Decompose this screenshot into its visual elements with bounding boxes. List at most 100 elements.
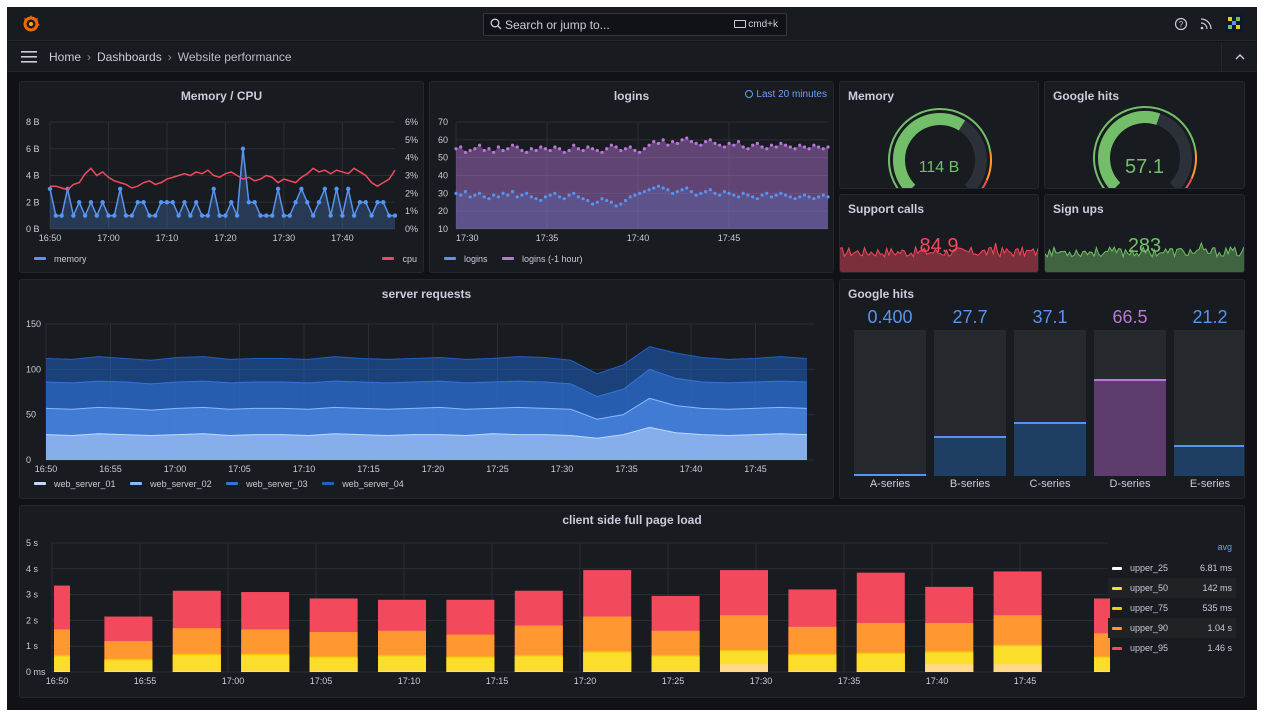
logins-point — [492, 193, 496, 197]
y-tick-label: 2 s — [26, 615, 39, 625]
logins-prev-point — [802, 145, 807, 149]
page-load-panel[interactable]: client side full page load 5 s 4 s 3 s 2 s 1… — [19, 505, 1245, 698]
bar-track[interactable] — [1014, 330, 1086, 476]
bar-track[interactable] — [854, 330, 926, 476]
help-icon[interactable]: ? — [1174, 17, 1188, 31]
google-hits-gauge-panel[interactable]: Google hits 57.1 — [1044, 81, 1245, 189]
legend-avg-value: 1.46 s — [1207, 643, 1232, 653]
memory-point — [240, 146, 246, 151]
logins-point — [539, 198, 543, 203]
x-tick-label: 17:35 — [615, 464, 638, 474]
logins-point — [807, 195, 811, 199]
logins-prev-point — [501, 148, 505, 153]
memory-point — [234, 213, 240, 218]
logins-prev-point — [567, 148, 571, 153]
logins-prev-point — [619, 148, 623, 153]
logins-prev-point — [755, 141, 759, 145]
panel-title: Google hits — [848, 287, 914, 301]
y-tick-label: 2 B — [26, 197, 40, 207]
logins-prev-point — [614, 145, 618, 149]
menu-icon[interactable] — [21, 51, 37, 63]
x-tick-label: 16:55 — [99, 464, 122, 474]
google-hits-bars-panel[interactable]: Google hits 0.400 A-series 27.7 B-series 37.… — [839, 279, 1245, 499]
memory-point — [71, 213, 76, 218]
logins-point — [628, 195, 632, 199]
gauge-threshold-red — [1184, 177, 1193, 188]
keyboard-icon — [734, 20, 747, 28]
bar-segment-upper_50 — [54, 656, 70, 672]
bar-track[interactable] — [1094, 330, 1166, 476]
x-tick-label: 17:40 — [331, 233, 354, 243]
logins-prev-point — [751, 143, 755, 147]
legend-swatch — [502, 257, 515, 260]
memory-point — [53, 213, 59, 218]
logins-point — [614, 204, 618, 208]
legend-row-upper_25[interactable]: upper_25 6.81 ms — [1108, 558, 1236, 578]
legend-cpu[interactable]: cpu — [382, 254, 417, 264]
bar-track[interactable] — [934, 330, 1006, 476]
legend-memory[interactable]: memory — [34, 254, 87, 264]
x-tick-label: 17:10 — [156, 233, 179, 243]
legend-web-server-04[interactable]: web_server_04 — [322, 479, 404, 489]
news-feed-icon[interactable] — [1199, 17, 1213, 31]
logins-point — [473, 193, 477, 197]
user-avatar-icon[interactable] — [1225, 14, 1243, 32]
breadcrumb-current: Website performance — [177, 50, 292, 64]
logins-panel[interactable]: logins Last 20 minutes 70 60 50 40 30 20 10 17:… — [429, 81, 834, 273]
memory-gauge-panel[interactable]: Memory 114 B — [839, 81, 1039, 189]
legend-web-server-03[interactable]: web_server_03 — [226, 479, 308, 489]
bar-track[interactable] — [1174, 330, 1244, 476]
y-tick-label: 40 — [438, 171, 448, 181]
logins-point — [619, 202, 623, 206]
legend-row-upper_95[interactable]: upper_95 1.46 s — [1108, 638, 1236, 658]
legend-row-upper_75[interactable]: upper_75 535 ms — [1108, 598, 1236, 618]
memory-point — [328, 213, 333, 218]
logins-point — [788, 195, 792, 199]
panel-title: logins — [613, 89, 650, 103]
time-range-picker[interactable]: Last 20 minutes — [745, 89, 827, 100]
legend-logins[interactable]: logins — [444, 254, 488, 264]
logins-prev-point — [746, 147, 750, 151]
breadcrumb-home[interactable]: Home — [49, 50, 82, 64]
server-requests-chart[interactable]: 150 100 50 0 16:50 16:55 17:00 17:05 17:10 17:15 1… — [20, 280, 834, 499]
bar-segment-upper_25 — [788, 670, 837, 672]
search-input[interactable]: Search or jump to... cmd+k — [483, 13, 787, 36]
gauge-value: 57.1 — [1125, 156, 1164, 178]
memory-point — [275, 186, 281, 192]
logins-point — [652, 186, 656, 190]
legend-web-server-02[interactable]: web_server_02 — [130, 479, 212, 489]
legend-row-upper_90[interactable]: upper_90 1.04 s — [1108, 618, 1236, 638]
memory-cpu-panel[interactable]: Memory / CPU 8 B 6 B 4 B 2 B 0 B 6% 5% 4% 3% 2% 1%… — [19, 81, 424, 273]
legend-web-server-01[interactable]: web_server_01 — [34, 479, 116, 489]
memory-point — [346, 186, 351, 192]
legend-row-upper_50[interactable]: upper_50 142 ms — [1108, 578, 1236, 598]
logins-point — [633, 193, 637, 197]
x-tick-label: 17:20 — [422, 464, 445, 474]
collapse-button[interactable] — [1221, 42, 1257, 72]
sign-ups-panel[interactable]: Sign ups 283 — [1044, 194, 1245, 273]
y-tick-label: 0 — [26, 455, 31, 465]
memory-point — [322, 186, 328, 192]
logins-point — [685, 186, 689, 190]
bar-segment-upper_25 — [241, 670, 290, 672]
memory-cpu-chart[interactable]: 8 B 6 B 4 B 2 B 0 B 6% 5% 4% 3% 2% 1% 0% 16:50 17:00 1… — [20, 82, 424, 273]
legend-swatch — [226, 482, 239, 485]
grafana-logo-icon[interactable] — [21, 14, 41, 34]
server-requests-panel[interactable]: server requests 150 100 50 0 16:50 16:55 17:00… — [19, 279, 834, 499]
logins-point — [572, 191, 576, 195]
y-right-tick-label: 5% — [405, 135, 418, 145]
logins-point — [600, 197, 604, 201]
logins-point — [727, 191, 731, 195]
logins-chart[interactable]: 70 60 50 40 30 20 10 17:30 17:35 17:40 17:45 — [430, 82, 834, 273]
logins-prev-point — [788, 145, 792, 149]
breadcrumb-dashboards[interactable]: Dashboards — [97, 50, 162, 64]
legend-header[interactable]: avg — [1217, 542, 1232, 552]
svg-text:?: ? — [1179, 20, 1184, 29]
x-tick-label: 16:50 — [46, 676, 69, 686]
logins-area — [456, 186, 828, 229]
logins-prev-point — [496, 145, 500, 149]
legend-logins-prev[interactable]: logins (-1 hour) — [502, 254, 583, 264]
support-calls-panel[interactable]: Support calls 84.9 — [839, 194, 1039, 273]
gauge-threshold-green — [888, 108, 992, 188]
